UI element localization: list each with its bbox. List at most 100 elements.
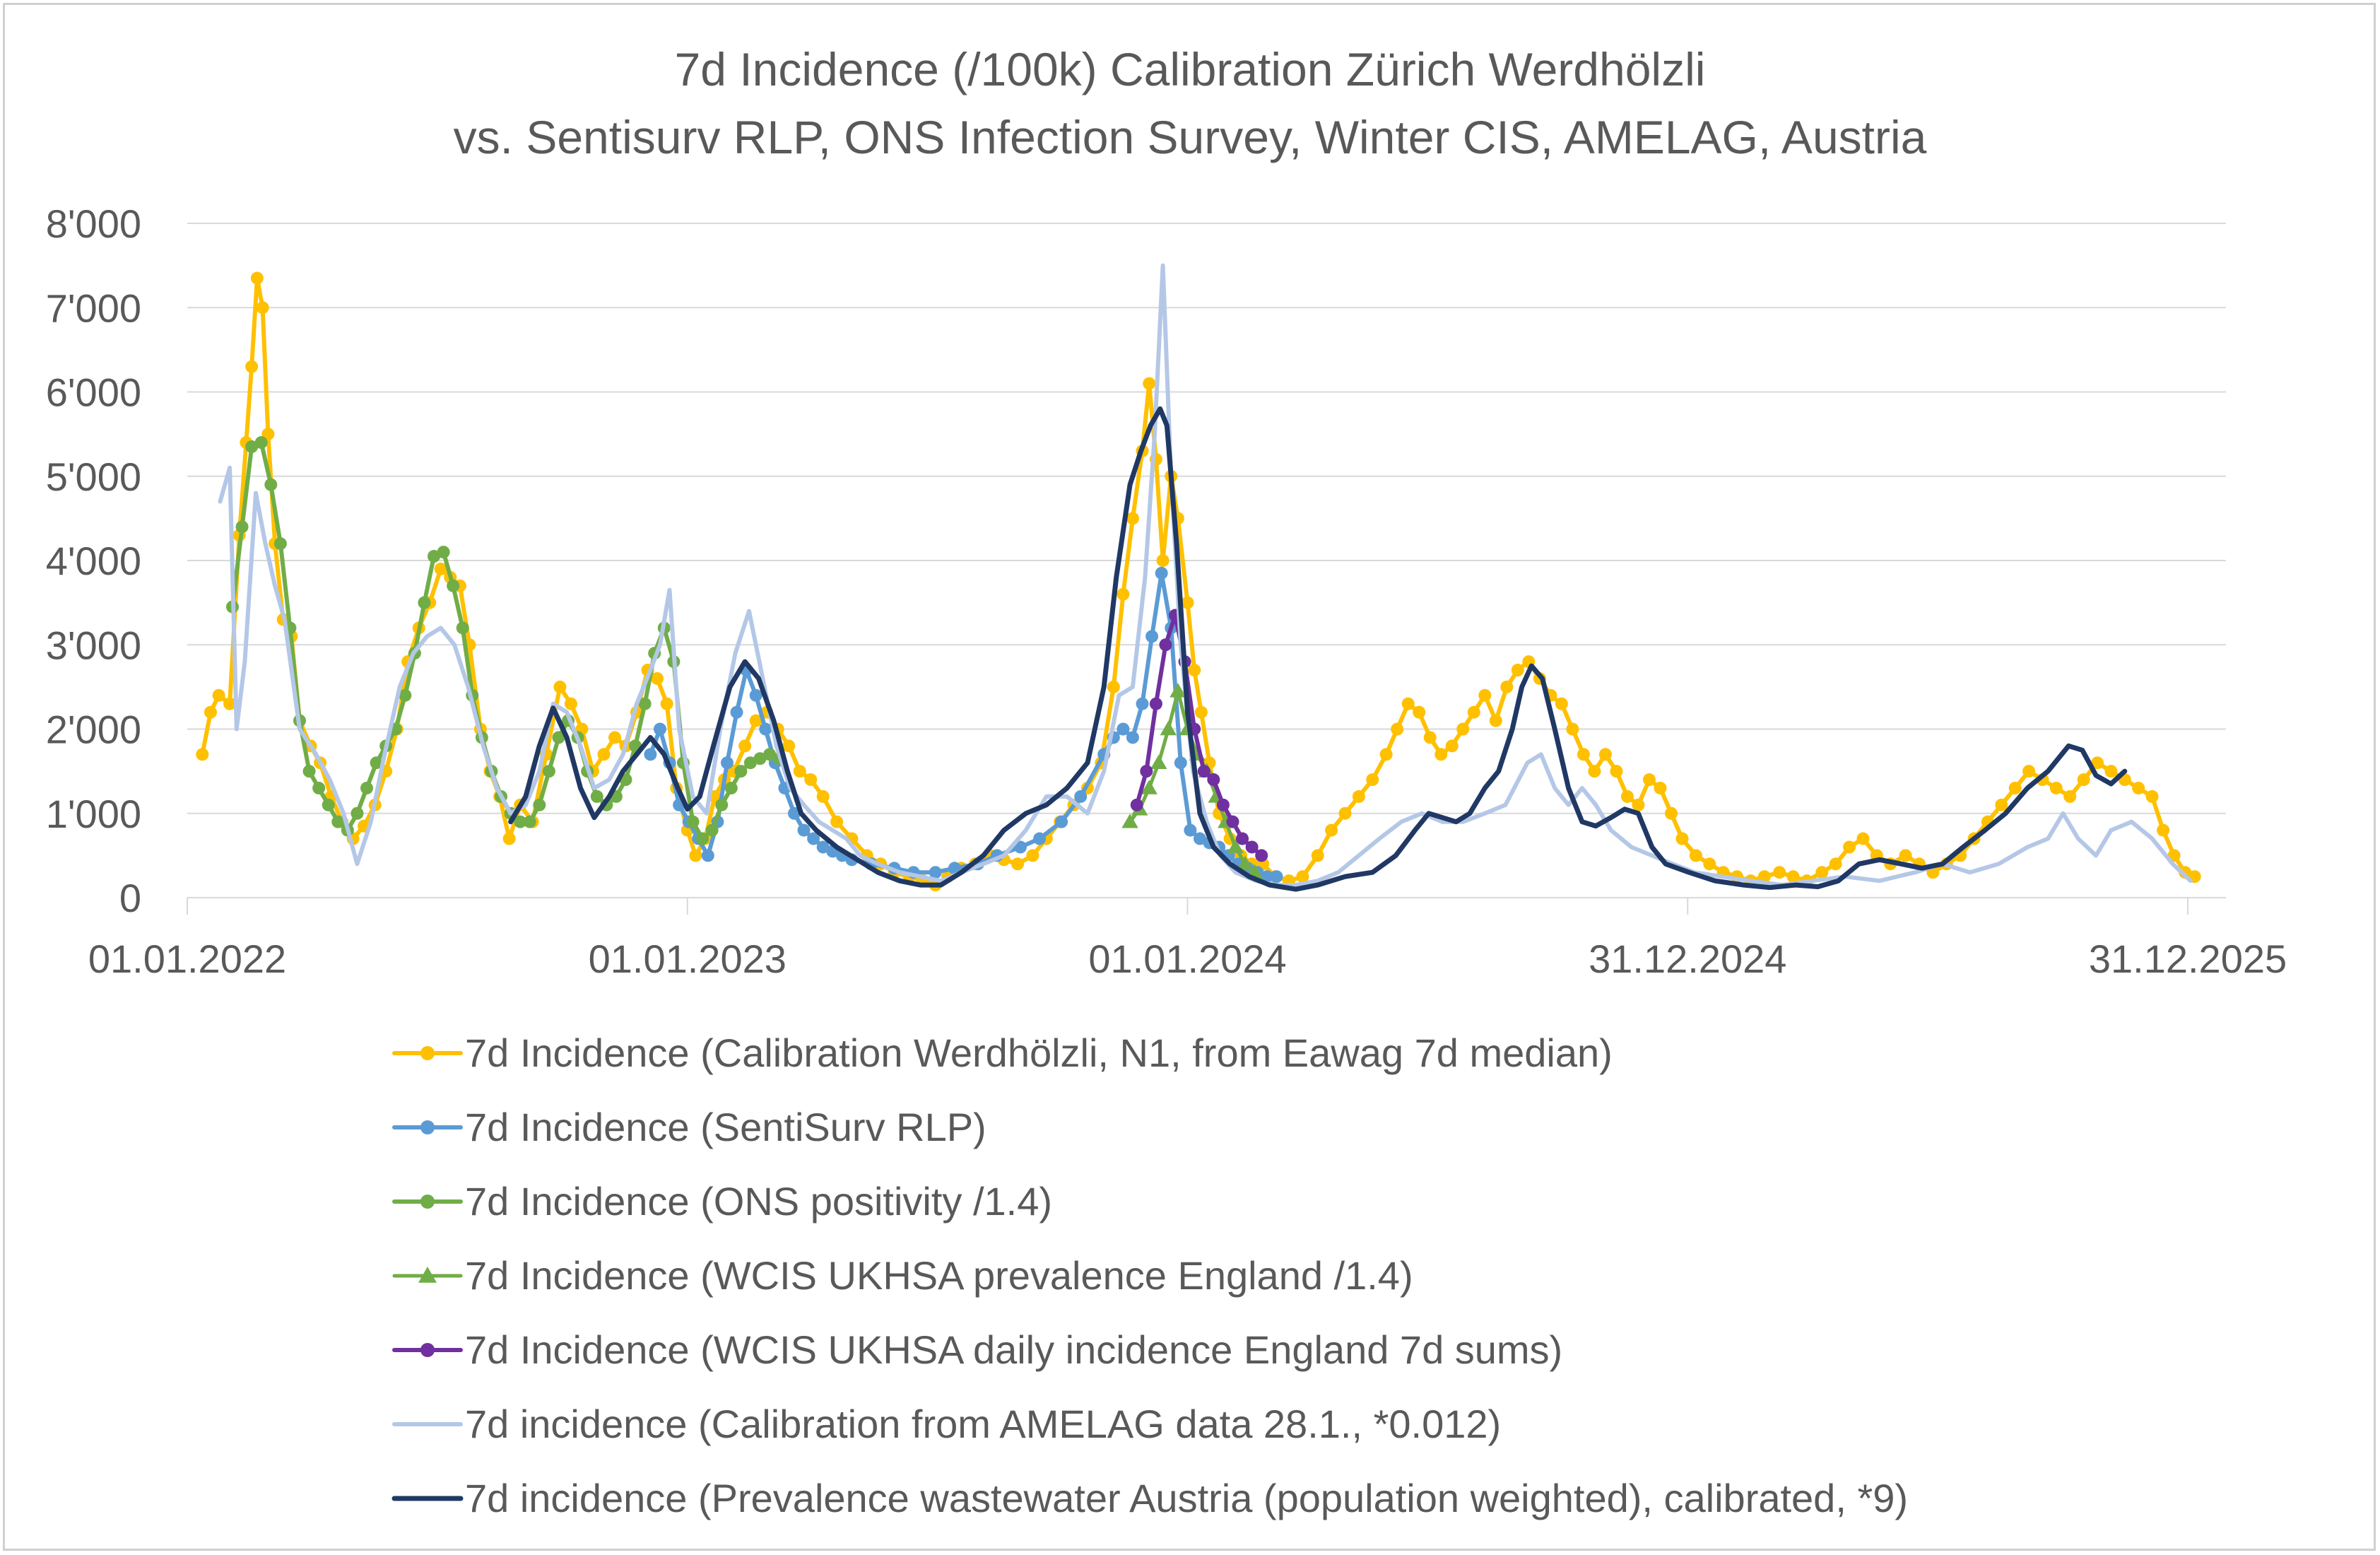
data-point (235, 520, 249, 534)
data-point (787, 806, 801, 820)
data-point (1311, 849, 1324, 862)
data-point (456, 621, 469, 635)
data-point (1829, 857, 1842, 871)
data-point (1216, 798, 1230, 811)
data-point (322, 798, 335, 811)
data-point (782, 739, 796, 753)
x-tick-label: 31.12.2024 (1589, 937, 1786, 981)
data-point (1237, 855, 1254, 871)
data-point (2063, 790, 2077, 803)
data-point (1026, 849, 1039, 862)
x-tick-label: 01.01.2022 (88, 937, 286, 981)
data-point (533, 798, 546, 811)
legend-label: 7d Incidence (WCIS UKHSA prevalence Engl… (465, 1253, 1413, 1298)
data-point (1260, 870, 1273, 884)
legend-marker (418, 1267, 437, 1283)
data-point (2132, 781, 2145, 794)
legend-item: 7d Incidence (WCIS UKHSA daily incidence… (389, 1322, 2155, 1378)
data-point (261, 428, 275, 441)
legend-item: 7d Incidence (Calibration Werdhölzli, N1… (389, 1025, 2155, 1081)
data-point (1500, 680, 1514, 693)
data-point (608, 731, 621, 744)
data-point (312, 781, 326, 794)
data-point (1181, 596, 1194, 609)
legend-item: 7d Incidence (WCIS UKHSA prevalence Engl… (389, 1248, 2155, 1304)
data-point (1610, 765, 1623, 778)
data-point (638, 697, 652, 710)
data-point (2077, 773, 2090, 787)
legend-swatch (392, 1046, 463, 1060)
data-point (1174, 756, 1187, 770)
data-point (1170, 683, 1186, 698)
data-point (696, 832, 709, 845)
data-point (434, 562, 447, 575)
x-tick-label: 01.01.2023 (589, 937, 787, 981)
data-point (1467, 705, 1480, 719)
legend-marker (420, 1343, 435, 1357)
y-tick-label: 7'000 (46, 286, 141, 330)
data-point (1489, 714, 1502, 727)
x-tick-label: 01.01.2024 (1088, 937, 1286, 981)
legend-label: 7d Incidence (SentiSurv RLP) (465, 1105, 986, 1149)
data-point (1150, 754, 1167, 769)
data-point (1899, 849, 1912, 862)
data-point (331, 815, 345, 828)
y-tick-label: 6'000 (46, 370, 141, 415)
data-point (1117, 722, 1130, 736)
legend-item: 7d incidence (Prevalence wastewater Aust… (389, 1470, 2155, 1527)
data-point (370, 756, 383, 770)
data-point (1598, 748, 1612, 761)
data-point (1055, 815, 1068, 828)
data-point (1664, 806, 1678, 820)
data-point (689, 849, 702, 862)
data-point (1856, 832, 1870, 845)
data-point (2091, 756, 2104, 770)
legend-item: 7d Incidence (ONS positivity /1.4) (389, 1173, 2155, 1230)
data-point (2008, 781, 2022, 794)
series-6 (508, 406, 2128, 892)
data-point (1325, 823, 1338, 837)
legend-label: 7d incidence (Prevalence wastewater Aust… (465, 1476, 1909, 1520)
data-point (2179, 866, 2192, 879)
data-point (738, 739, 752, 753)
data-point (590, 790, 603, 803)
data-point (1236, 832, 1249, 845)
data-point (2022, 765, 2036, 778)
data-point (807, 832, 820, 845)
data-point (1149, 697, 1162, 710)
data-point (2145, 790, 2159, 803)
data-point (212, 688, 225, 702)
data-point (1675, 832, 1689, 845)
data-point (502, 832, 516, 845)
x-tick-label: 31.12.2025 (2089, 937, 2287, 981)
data-point (523, 815, 536, 828)
data-point (715, 798, 729, 811)
data-point (1620, 790, 1634, 803)
legend-swatch (392, 1120, 463, 1134)
data-point (437, 546, 450, 559)
data-point (948, 862, 961, 875)
data-point (1270, 870, 1283, 884)
data-point (1136, 697, 1149, 710)
data-point (1352, 790, 1365, 803)
data-point (1478, 688, 1492, 702)
y-axis-ticks: 0 1'000 2'000 3'000 4'000 5'000 6'000 7'000 8'00… (46, 201, 141, 920)
data-point (1379, 748, 1393, 761)
legend-swatch (391, 1496, 464, 1501)
legend-swatch (392, 1422, 463, 1426)
data-point (1143, 377, 1156, 390)
data-point (759, 722, 772, 736)
data-point (1140, 765, 1153, 778)
series-layer (196, 263, 2201, 892)
data-point (1413, 705, 1426, 719)
legend-marker (420, 1195, 435, 1209)
data-point (705, 823, 719, 837)
data-point (749, 688, 762, 702)
series-line (218, 263, 2193, 888)
legend-swatch (392, 1195, 463, 1209)
data-point (763, 748, 777, 761)
data-point (1577, 748, 1590, 761)
legend-label: 7d Incidence (ONS positivity /1.4) (465, 1179, 1053, 1224)
data-point (250, 271, 264, 285)
data-point (1423, 731, 1437, 744)
